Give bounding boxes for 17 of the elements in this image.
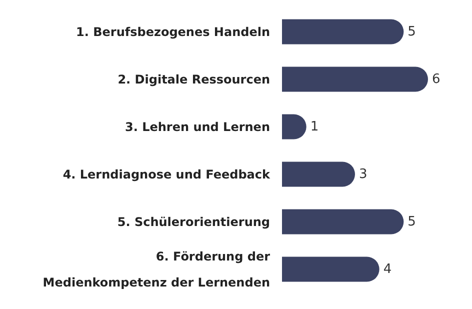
y-tick-label: 1. Berufsbezogenes Handeln <box>76 24 270 39</box>
y-tick-label: 5. Schülerorientierung <box>117 214 270 229</box>
data-label: 5 <box>408 214 416 230</box>
y-tick-label: 4. Lerndiagnose und Feedback <box>62 167 272 182</box>
y-tick-label: 2. Digitale Ressourcen <box>118 72 270 86</box>
data-label: 5 <box>408 24 416 40</box>
bar <box>282 209 404 234</box>
bar <box>282 66 428 92</box>
y-tick-label: 3. Lehren und Lernen <box>125 120 270 134</box>
bar <box>282 256 380 282</box>
data-label: 3 <box>359 166 368 182</box>
bar <box>282 162 355 187</box>
y-tick-label: 6. Förderung der Medienkompetenz der Lernenden <box>42 249 270 290</box>
data-label: 1 <box>310 119 319 134</box>
bar <box>282 19 404 44</box>
data-label: 4 <box>383 262 392 277</box>
data-label: 6 <box>432 72 440 87</box>
